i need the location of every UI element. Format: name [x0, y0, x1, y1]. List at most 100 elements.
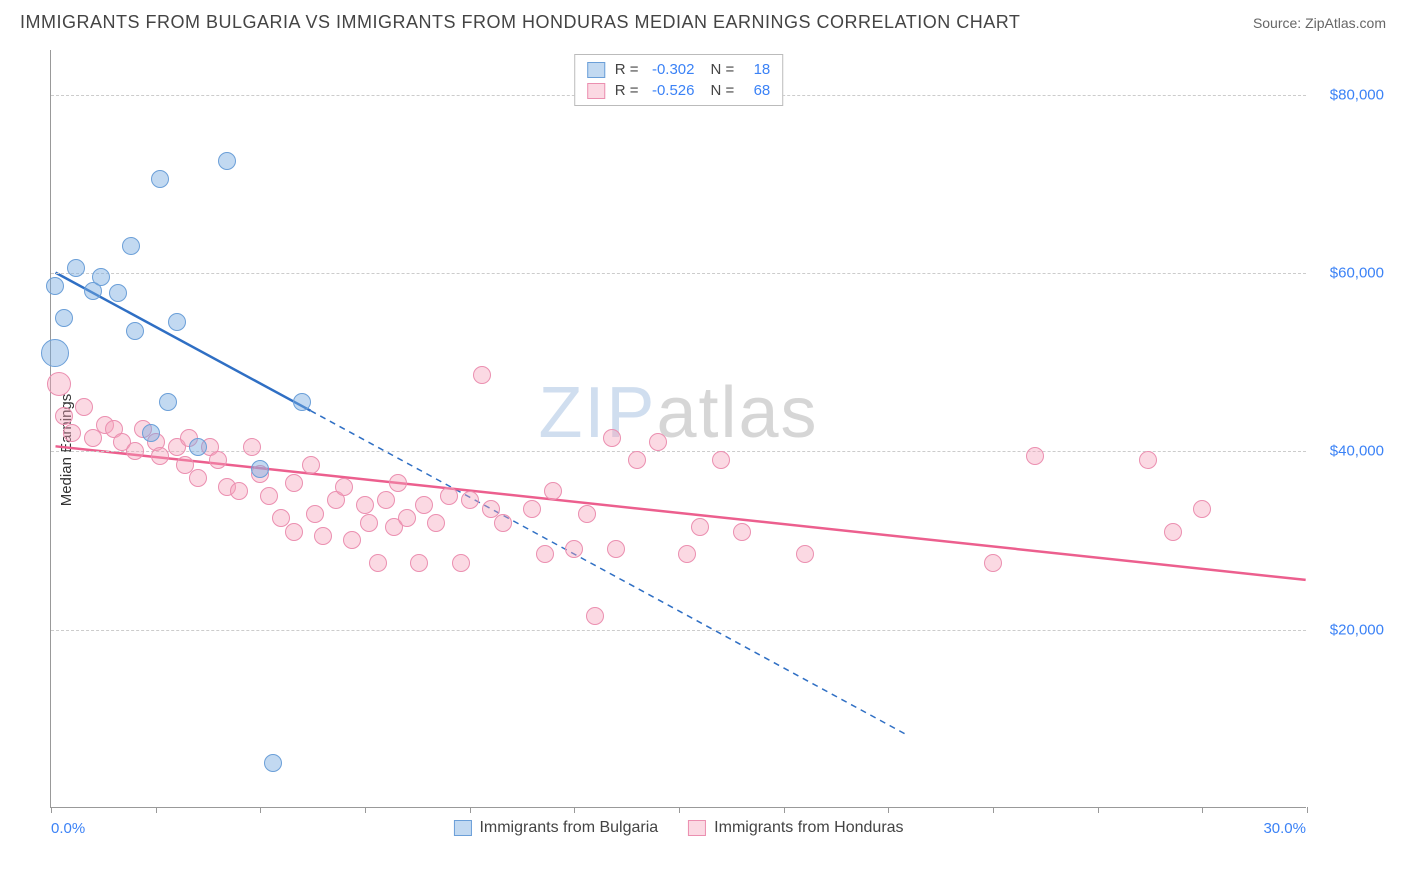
stats-row-series-b: R = -0.526 N = 68 [587, 80, 771, 101]
data-point [603, 429, 621, 447]
x-tick [156, 807, 157, 813]
data-point [264, 754, 282, 772]
data-point [607, 540, 625, 558]
data-point [343, 531, 361, 549]
gridline [51, 451, 1306, 452]
data-point [1139, 451, 1157, 469]
data-point [544, 482, 562, 500]
trend-lines-layer [51, 50, 1306, 807]
swatch-series-a-icon [453, 820, 471, 836]
data-point [1026, 447, 1044, 465]
y-tick-label: $20,000 [1314, 621, 1384, 638]
chart-container: Median Earnings ZIPatlas R = -0.302 N = … [50, 50, 1390, 850]
data-point [285, 523, 303, 541]
x-tick [260, 807, 261, 813]
data-point [360, 514, 378, 532]
plot-area: ZIPatlas R = -0.302 N = 18 R = -0.526 N … [50, 50, 1306, 808]
swatch-series-b-icon [688, 820, 706, 836]
bottom-legend: Immigrants from Bulgaria Immigrants from… [453, 819, 903, 837]
stats-legend-box: R = -0.302 N = 18 R = -0.526 N = 68 [574, 54, 784, 106]
data-point [314, 527, 332, 545]
data-point [578, 505, 596, 523]
x-tick [365, 807, 366, 813]
data-point [243, 438, 261, 456]
data-point [151, 170, 169, 188]
stats-row-series-a: R = -0.302 N = 18 [587, 59, 771, 80]
y-tick-label: $80,000 [1314, 86, 1384, 103]
data-point [168, 313, 186, 331]
data-point [46, 277, 64, 295]
data-point [63, 424, 81, 442]
data-point [523, 500, 541, 518]
data-point [67, 259, 85, 277]
data-point [410, 554, 428, 572]
x-tick [888, 807, 889, 813]
data-point [796, 545, 814, 563]
x-tick [993, 807, 994, 813]
data-point [293, 393, 311, 411]
data-point [41, 339, 69, 367]
y-tick-label: $40,000 [1314, 443, 1384, 460]
data-point [586, 607, 604, 625]
data-point [427, 514, 445, 532]
y-tick-label: $60,000 [1314, 264, 1384, 281]
x-tick [51, 807, 52, 813]
data-point [565, 540, 583, 558]
data-point [389, 474, 407, 492]
data-point [712, 451, 730, 469]
data-point [75, 398, 93, 416]
data-point [142, 424, 160, 442]
data-point [398, 509, 416, 527]
watermark: ZIPatlas [538, 372, 818, 454]
x-tick [470, 807, 471, 813]
legend-item-series-b: Immigrants from Honduras [688, 819, 903, 837]
data-point [628, 451, 646, 469]
x-axis-min-label: 0.0% [51, 820, 85, 837]
data-point [733, 523, 751, 541]
data-point [984, 554, 1002, 572]
data-point [92, 268, 110, 286]
data-point [649, 433, 667, 451]
chart-title: IMMIGRANTS FROM BULGARIA VS IMMIGRANTS F… [20, 12, 1020, 33]
data-point [1164, 523, 1182, 541]
data-point [678, 545, 696, 563]
data-point [494, 514, 512, 532]
data-point [126, 442, 144, 460]
data-point [473, 366, 491, 384]
data-point [189, 469, 207, 487]
data-point [285, 474, 303, 492]
data-point [369, 554, 387, 572]
data-point [260, 487, 278, 505]
data-point [55, 407, 73, 425]
x-tick [1307, 807, 1308, 813]
x-tick [784, 807, 785, 813]
x-tick [574, 807, 575, 813]
data-point [159, 393, 177, 411]
data-point [302, 456, 320, 474]
data-point [55, 309, 73, 327]
data-point [356, 496, 374, 514]
data-point [461, 491, 479, 509]
data-point [126, 322, 144, 340]
data-point [251, 460, 269, 478]
swatch-series-a [587, 62, 605, 78]
data-point [415, 496, 433, 514]
data-point [209, 451, 227, 469]
source-attribution: Source: ZipAtlas.com [1253, 15, 1386, 31]
data-point [189, 438, 207, 456]
gridline [51, 630, 1306, 631]
swatch-series-b [587, 83, 605, 99]
data-point [452, 554, 470, 572]
x-tick [1202, 807, 1203, 813]
data-point [230, 482, 248, 500]
data-point [1193, 500, 1211, 518]
data-point [335, 478, 353, 496]
legend-item-series-a: Immigrants from Bulgaria [453, 819, 658, 837]
data-point [306, 505, 324, 523]
data-point [151, 447, 169, 465]
x-tick [1098, 807, 1099, 813]
data-point [691, 518, 709, 536]
data-point [109, 284, 127, 302]
gridline [51, 273, 1306, 274]
data-point [122, 237, 140, 255]
